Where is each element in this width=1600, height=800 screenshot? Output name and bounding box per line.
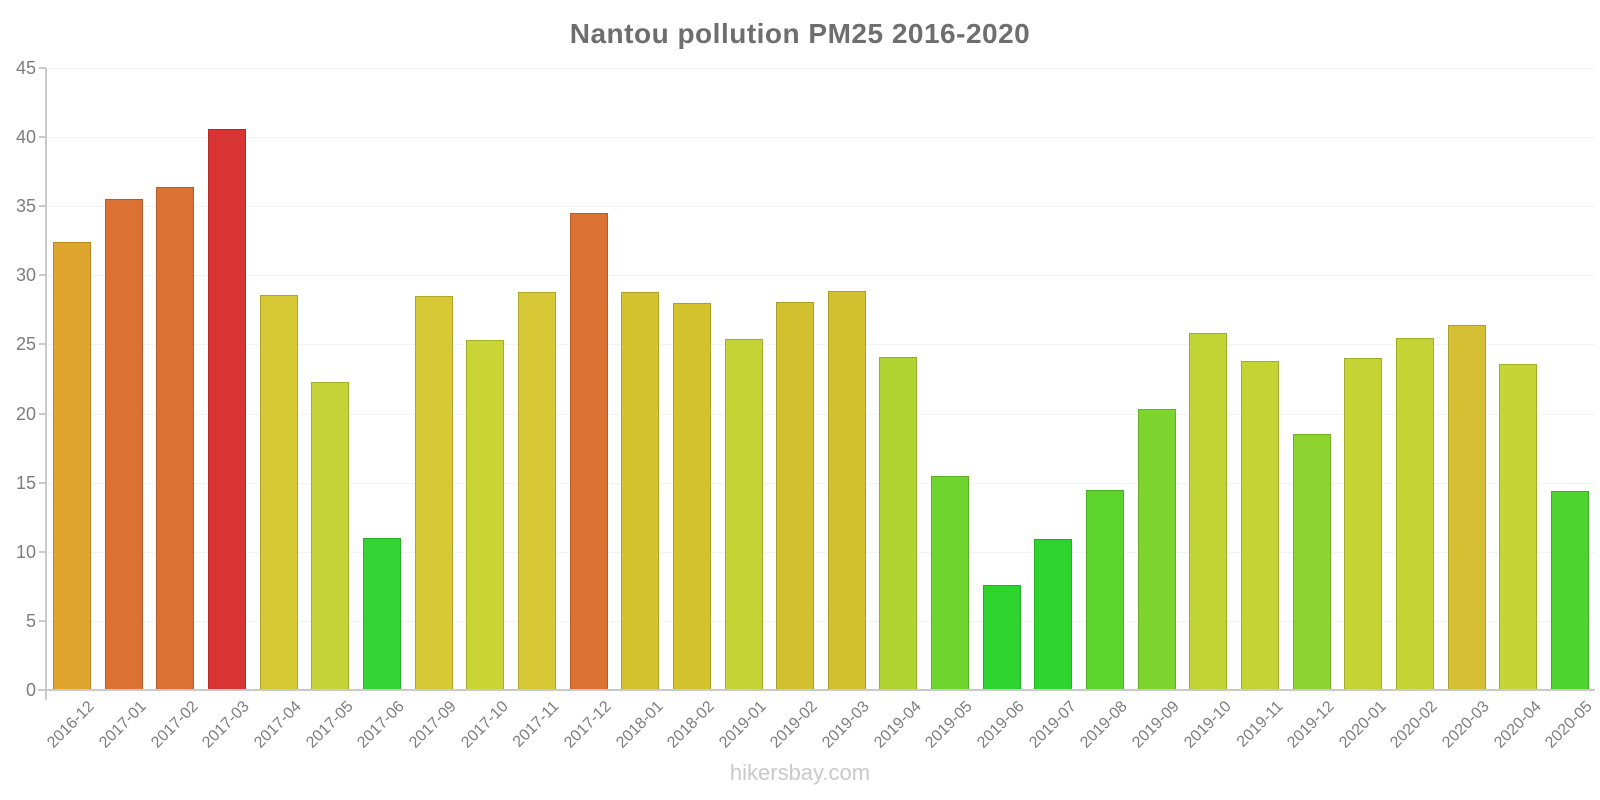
y-axis-tick-label: 40 [15,127,36,148]
y-axis-tick-label: 30 [15,265,36,286]
x-axis-label-2019-02: 2019-02 [767,698,822,752]
watermark: hikersbay.com [729,760,871,785]
bar-2018-01[interactable] [621,291,660,690]
y-axis-tick [39,343,46,346]
bar-2020-02[interactable] [1396,337,1435,690]
x-axis-label-2017-03: 2017-03 [199,698,253,752]
y-axis-tick-label: 45 [15,58,36,78]
x-axis-label-2019-03: 2019-03 [819,698,873,752]
gridline-30 [47,275,1595,277]
gridline-25 [47,344,1595,346]
bar-2017-04[interactable] [259,294,298,690]
bar-2019-02[interactable] [776,301,815,690]
bar-2017-12[interactable] [569,213,608,690]
y-axis-tick-label: 25 [15,334,36,355]
bar-2019-08[interactable] [1086,489,1125,690]
bar-2020-01[interactable] [1344,358,1383,690]
bar-2019-01[interactable] [724,338,763,690]
bar-2019-11[interactable] [1241,361,1280,690]
x-axis-label-2019-07: 2019-07 [1025,698,1080,752]
bar-2017-03[interactable] [207,128,246,690]
gridline-10 [47,551,1595,553]
y-axis-line [45,68,47,700]
gridline-20 [47,413,1595,415]
bar-2019-10[interactable] [1189,333,1228,690]
x-axis-label-2017-12: 2017-12 [561,698,615,752]
bar-2018-02[interactable] [672,302,711,690]
bar-2020-05[interactable] [1550,490,1589,690]
gridline-15 [47,482,1595,484]
bar-2017-05[interactable] [311,381,350,690]
y-axis-tick-label: 5 [25,610,36,631]
x-axis-label-2017-01: 2017-01 [96,698,150,752]
bar-2019-06[interactable] [982,584,1021,690]
bar-2017-11[interactable] [517,291,556,690]
y-axis-tick [39,412,46,415]
gridline-5 [47,620,1595,622]
y-axis-tick [39,67,46,69]
bar-2019-12[interactable] [1292,434,1331,690]
bar-2017-10[interactable] [466,340,505,690]
bar-2016-12[interactable] [53,242,91,690]
bar-2019-04[interactable] [879,356,918,690]
x-axis-line [38,689,1595,691]
x-axis-label-2016-12: 2016-12 [44,698,99,752]
x-axis-label-2019-11: 2019-11 [1233,698,1287,751]
x-axis-label-2019-08: 2019-08 [1077,698,1132,752]
y-axis-tick [39,550,46,553]
x-axis-label-2019-12: 2019-12 [1284,698,1338,752]
x-axis-label-2020-03: 2020-03 [1439,698,1493,752]
y-axis-tick-label: 20 [15,403,36,424]
x-axis-label-2019-09: 2019-09 [1129,698,1183,752]
bar-2019-09[interactable] [1137,409,1176,690]
x-axis-label-2020-02: 2020-02 [1387,698,1442,752]
y-axis-tick [39,481,46,484]
y-axis-tick [39,619,46,622]
x-axis-label-2017-02: 2017-02 [147,698,202,752]
y-axis-tick [39,274,46,277]
x-axis-label-2017-05: 2017-05 [302,698,357,752]
gridline-45 [47,68,1595,69]
x-axis-label-2019-05: 2019-05 [922,698,977,752]
y-axis-tick-label: 10 [15,541,36,562]
y-axis-tick-label: 0 [25,680,36,700]
bar-2019-03[interactable] [827,290,866,690]
x-axis-label-2019-10: 2019-10 [1180,698,1235,752]
bar-2019-05[interactable] [931,475,970,690]
bar-2017-01[interactable] [104,199,143,690]
y-axis-tick-label: 35 [15,196,36,217]
chart-title: Nantou pollution PM25 2016-2020 [569,18,1031,49]
x-axis-label-2019-06: 2019-06 [974,698,1028,752]
bar-2017-09[interactable] [414,296,453,690]
x-axis-label-2019-04: 2019-04 [870,698,925,752]
x-axis-label-2017-06: 2017-06 [354,698,408,752]
x-axis-label-2017-09: 2017-09 [406,698,460,752]
x-axis-label-2020-04: 2020-04 [1490,698,1545,752]
x-axis-label-2017-04: 2017-04 [251,698,305,752]
bar-2017-02[interactable] [156,186,195,690]
x-axis-label-2017-10: 2017-10 [457,698,512,752]
bar-2017-06[interactable] [362,537,401,690]
x-axis-label-2019-01: 2019-01 [715,698,770,752]
bar-2020-04[interactable] [1499,363,1538,690]
x-axis-label-2018-01: 2018-01 [612,698,667,752]
gridline-40 [47,137,1595,139]
bar-2020-03[interactable] [1447,325,1486,690]
x-axis-label-2020-05: 2020-05 [1542,698,1597,752]
x-axis-label-2020-01: 2020-01 [1335,698,1390,752]
gridline-35 [47,206,1595,208]
y-axis-tick [39,136,46,139]
x-axis-label-2018-02: 2018-02 [664,698,718,752]
x-axis-label-2017-11: 2017-11 [510,698,563,751]
bar-2019-07[interactable] [1034,539,1073,690]
y-axis-tick [39,205,46,208]
y-axis-tick-label: 15 [15,472,36,493]
